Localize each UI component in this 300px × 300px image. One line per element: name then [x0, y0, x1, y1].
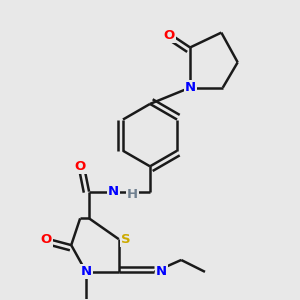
Text: O: O	[40, 233, 52, 246]
Text: N: N	[156, 266, 167, 278]
Text: N: N	[108, 185, 119, 198]
Text: S: S	[122, 233, 131, 246]
Text: H: H	[127, 188, 138, 201]
Text: O: O	[74, 160, 86, 173]
Text: N: N	[80, 266, 92, 278]
Text: O: O	[164, 29, 175, 42]
Text: N: N	[184, 81, 196, 94]
